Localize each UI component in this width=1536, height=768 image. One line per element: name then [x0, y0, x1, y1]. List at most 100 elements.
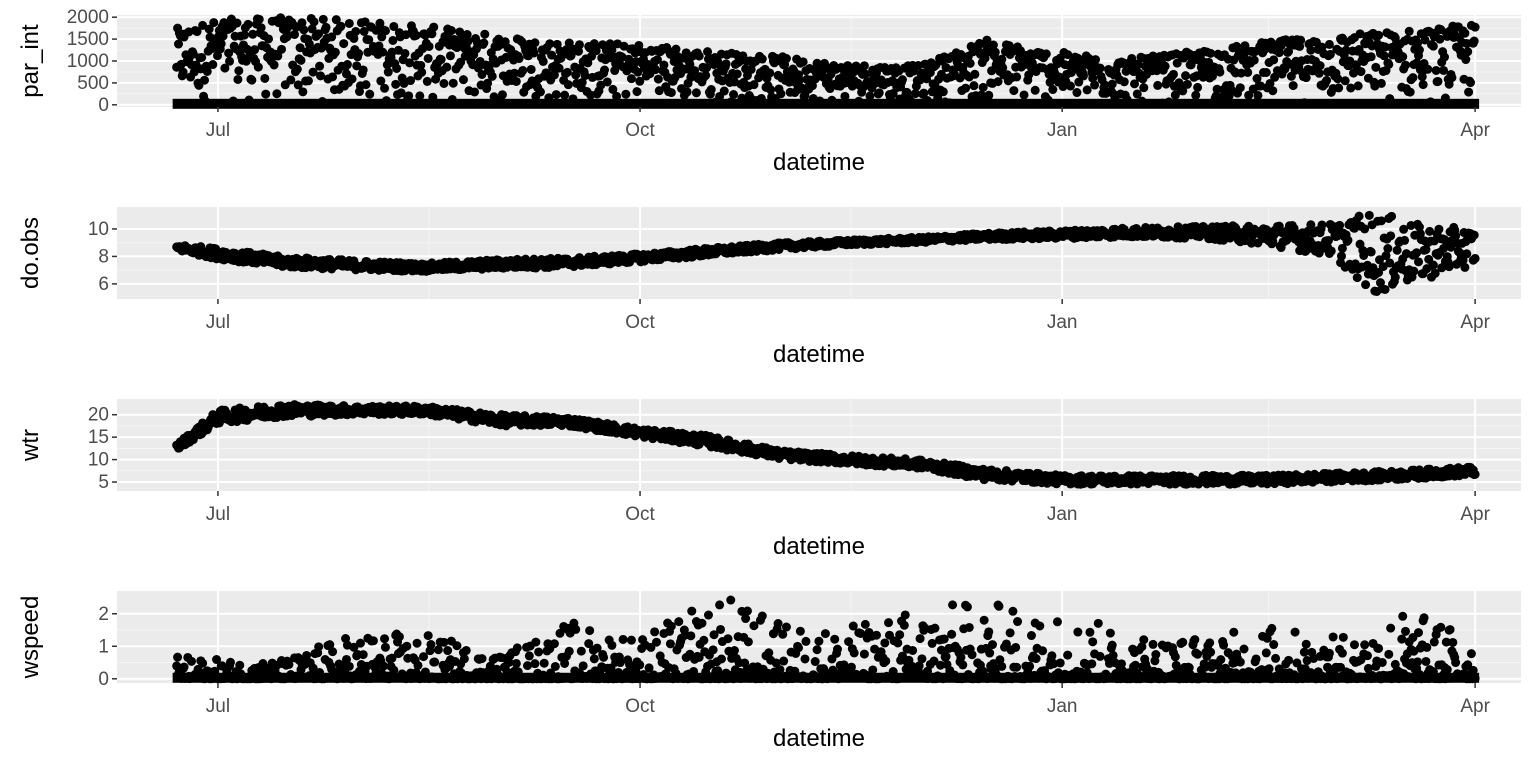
data-point — [264, 34, 274, 44]
data-point — [233, 74, 243, 84]
data-point — [560, 90, 570, 100]
data-point — [910, 89, 920, 99]
data-point — [633, 67, 643, 77]
data-point — [961, 83, 971, 93]
data-point — [497, 90, 507, 100]
data-point — [1153, 80, 1163, 90]
data-point — [1336, 251, 1346, 261]
data-point — [577, 77, 587, 87]
data-point — [697, 618, 707, 628]
data-point — [388, 35, 398, 45]
data-point — [380, 26, 390, 36]
data-point — [321, 22, 331, 32]
data-point — [1404, 26, 1414, 36]
data-point — [1356, 67, 1366, 77]
data-point — [729, 90, 739, 100]
y-tick-label: 6 — [98, 274, 109, 295]
data-point — [1384, 59, 1394, 69]
data-point — [742, 606, 752, 616]
data-point — [1030, 85, 1040, 95]
data-point — [764, 648, 774, 658]
data-point — [433, 645, 443, 655]
data-point — [1091, 55, 1101, 65]
data-point — [978, 82, 988, 92]
data-point — [1322, 75, 1332, 85]
data-point — [549, 70, 559, 80]
data-point — [1168, 69, 1178, 79]
data-point — [253, 62, 263, 72]
data-point — [423, 631, 433, 641]
y-tick-label: 1500 — [67, 29, 109, 50]
data-point — [626, 635, 636, 645]
data-point — [794, 75, 804, 85]
data-point — [250, 45, 260, 55]
x-tick-label: Jan — [1047, 312, 1078, 333]
data-point — [178, 67, 188, 77]
data-point — [571, 624, 581, 634]
data-point — [621, 89, 631, 99]
x-tick-label: Oct — [625, 312, 655, 333]
x-tick-label: Apr — [1460, 504, 1490, 525]
data-point — [391, 79, 401, 89]
data-point — [608, 84, 618, 94]
data-point — [404, 91, 414, 101]
data-point — [448, 78, 458, 88]
data-point — [331, 15, 341, 25]
data-point — [352, 61, 362, 71]
data-point — [607, 640, 617, 650]
data-point — [602, 77, 612, 87]
data-point — [318, 14, 328, 24]
x-tick-label: Oct — [625, 120, 655, 141]
data-point — [1207, 71, 1217, 81]
data-point — [1428, 41, 1438, 51]
data-point — [1078, 71, 1088, 81]
data-point — [1447, 73, 1457, 83]
data-point — [290, 30, 300, 40]
data-point — [1460, 28, 1470, 38]
data-point — [859, 61, 869, 71]
data-point — [198, 658, 208, 668]
data-point — [330, 47, 340, 57]
data-point — [225, 657, 235, 667]
data-point — [443, 646, 453, 656]
data-point — [766, 85, 776, 95]
data-point — [687, 606, 697, 616]
y-tick-label: 500 — [77, 73, 109, 94]
data-point — [1269, 55, 1279, 65]
data-point — [1352, 273, 1362, 283]
data-point — [690, 66, 700, 76]
data-point — [538, 56, 548, 66]
data-point — [296, 55, 306, 65]
data-point — [757, 611, 767, 621]
data-point — [480, 29, 490, 39]
data-point — [1160, 61, 1170, 71]
data-point — [1400, 235, 1410, 245]
data-point — [234, 66, 244, 76]
data-point — [439, 79, 449, 89]
data-point — [442, 62, 452, 72]
data-point — [1460, 262, 1470, 272]
data-point — [243, 19, 253, 29]
y-axis-title: wtr — [17, 429, 44, 462]
data-point — [773, 619, 783, 629]
data-point — [1215, 67, 1225, 77]
x-axis-title: datetime — [773, 533, 865, 560]
data-point — [1364, 210, 1374, 220]
data-point — [1335, 220, 1345, 230]
data-point — [1009, 86, 1019, 96]
y-tick-label: 5 — [98, 472, 109, 493]
data-point — [982, 35, 992, 45]
data-point — [743, 637, 753, 647]
data-point — [1469, 230, 1479, 240]
data-point — [562, 67, 572, 77]
data-point — [459, 654, 469, 664]
data-point — [1072, 88, 1082, 98]
data-point — [539, 658, 549, 668]
data-point — [402, 641, 412, 651]
data-point — [671, 44, 681, 54]
data-point — [1387, 211, 1397, 221]
data-point — [1148, 51, 1158, 61]
data-point — [998, 63, 1008, 73]
data-point — [701, 70, 711, 80]
data-point — [400, 48, 410, 58]
